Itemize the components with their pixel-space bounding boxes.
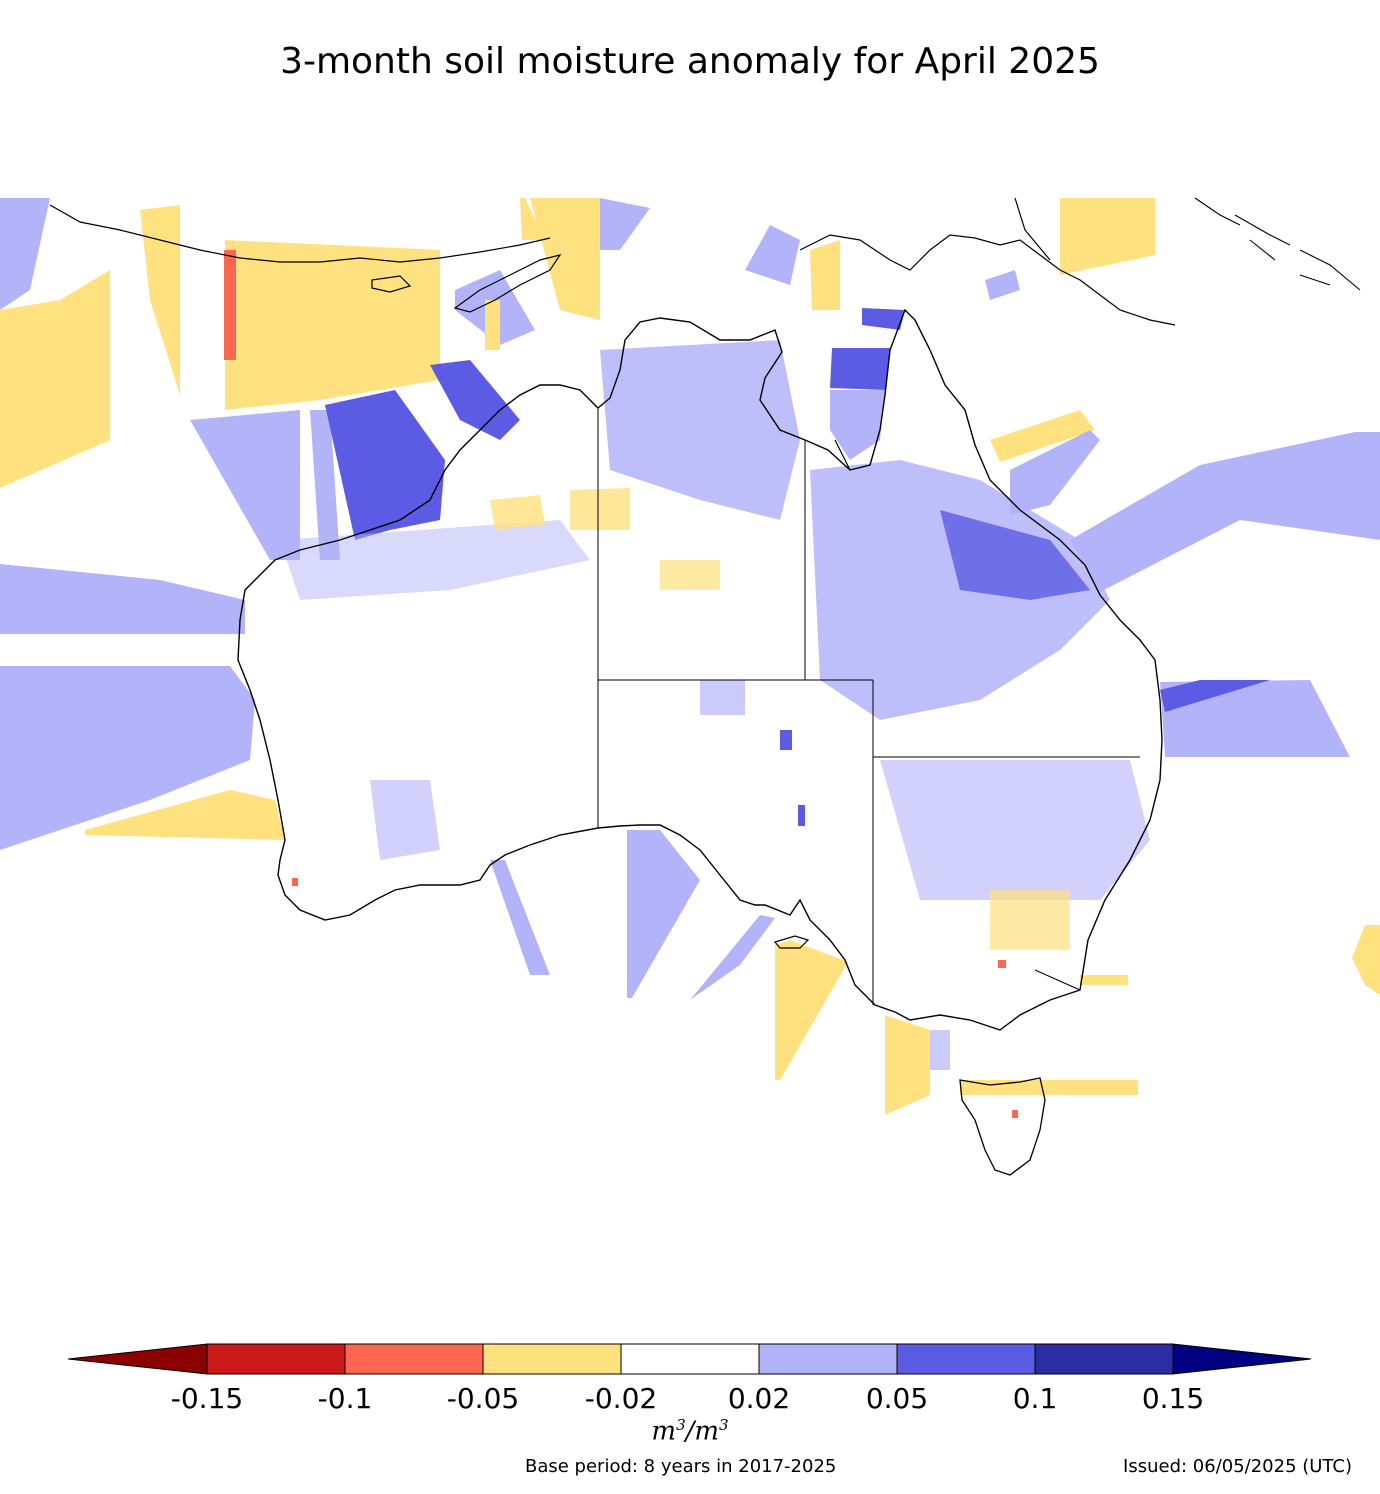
anomaly-patch [140,205,180,395]
anomaly-patch [85,790,285,840]
anomaly-patch [600,340,800,520]
anomaly-patch [0,270,110,488]
anomaly-patch [325,390,445,540]
legend-extend-low [67,1343,208,1375]
anomaly-patch [0,666,255,850]
legend-tick-label: -0.05 [447,1382,519,1415]
java-coastline [49,204,551,263]
gulf-coastline [834,439,851,471]
australia-coastline [237,308,1163,1031]
anomaly-patch [775,940,848,1080]
base-period-note: Base period: 8 years in 2017-2025 [525,1456,837,1477]
legend-swatch [344,1343,484,1375]
anomaly-patch [600,198,650,250]
anomaly-patch [627,830,700,998]
anomaly-patch [985,270,1020,300]
anomaly-patch [940,510,1090,600]
legend-tick-label: 0.1 [1013,1382,1058,1415]
unit-sep: / [685,1416,695,1447]
anomaly-patch [1060,198,1155,275]
anomaly-patch [0,564,245,634]
anomaly-patch [190,410,300,560]
anomaly-patch [885,1015,930,1115]
anomaly-patch [292,878,298,886]
legend-swatch [206,1343,346,1375]
anomaly-patch [1160,680,1350,757]
anomaly-patch [880,760,1150,900]
anomaly-patch [700,680,745,715]
anomaly-patch [530,198,600,320]
anomaly-patch [1012,1110,1018,1118]
legend-swatch [758,1343,898,1375]
anomaly-patch [0,198,50,310]
legend-tick-label: -0.15 [171,1382,243,1415]
anomaly-patch [280,520,590,600]
legend-segments [67,1343,1312,1375]
ocean-anomaly-patches [0,198,1380,1115]
unit-exp: 3 [676,1416,686,1434]
anomaly-patch [830,348,890,390]
new-guinea-coastline [799,234,1176,326]
legend-unit: m3/m3 [0,1410,1380,1447]
anomaly-patch [798,805,805,826]
map-title: 3-month soil moisture anomaly for April … [280,41,1100,82]
anomaly-patch [1080,975,1128,985]
anomaly-patch [225,240,440,410]
anomaly-patch [745,225,800,285]
anomaly-patch [810,240,840,310]
anomaly-patch [490,495,545,530]
anomaly-patch [1352,925,1380,995]
unit-base: m [651,1416,677,1447]
tasmania-coastline [959,1077,1046,1176]
anomaly-patch [485,300,500,350]
legend-tick-label: 0.05 [866,1382,928,1415]
anomaly-patch [310,410,340,560]
anomaly-patch [690,915,775,1000]
anomaly-patch [862,308,905,330]
anomaly-patch [570,488,630,530]
anomaly-patch [1070,432,1380,592]
legend-extend-high [1172,1343,1312,1375]
legend-swatch [620,1343,760,1375]
legend-tick-label: -0.1 [318,1382,373,1415]
sumba-coastline [371,275,412,293]
anomaly-patch [780,730,792,750]
anomaly-patch [660,560,720,590]
anomaly-patch [520,198,545,240]
legend-ticks: -0.15 -0.1 -0.05 -0.02 0.02 0.05 0.1 0.15 [171,1382,1204,1415]
new-guinea-coastline [1014,197,1051,261]
anomaly-patch [430,360,520,440]
anomaly-patch [830,390,885,460]
legend-tick-label: 0.15 [1142,1382,1204,1415]
legend-tick-label: 0.02 [728,1382,790,1415]
legend-swatch [482,1343,622,1375]
anomaly-patch [990,410,1095,462]
anomaly-patch [990,890,1070,950]
state-borders [597,408,1140,1005]
legend-swatch [896,1343,1036,1375]
unit-base-2: m [694,1416,720,1447]
issued-date: Issued: 06/05/2025 (UTC) [1123,1456,1352,1477]
anomaly-patch [490,860,550,975]
anomaly-patch [1160,680,1270,712]
legend-swatch [1034,1343,1174,1375]
solomon-islands [1194,197,1361,291]
kangaroo-island [773,935,810,949]
land-anomaly-patches [280,340,1150,1118]
anomaly-patch [998,960,1006,968]
anomaly-patch [224,250,236,360]
unit-exp-2: 3 [719,1416,729,1434]
legend-tick-label: -0.02 [585,1382,657,1415]
anomaly-patch [930,1030,950,1070]
anomaly-patch [1010,430,1100,515]
timor-coastline [453,254,562,313]
anomaly-patch [370,780,440,860]
